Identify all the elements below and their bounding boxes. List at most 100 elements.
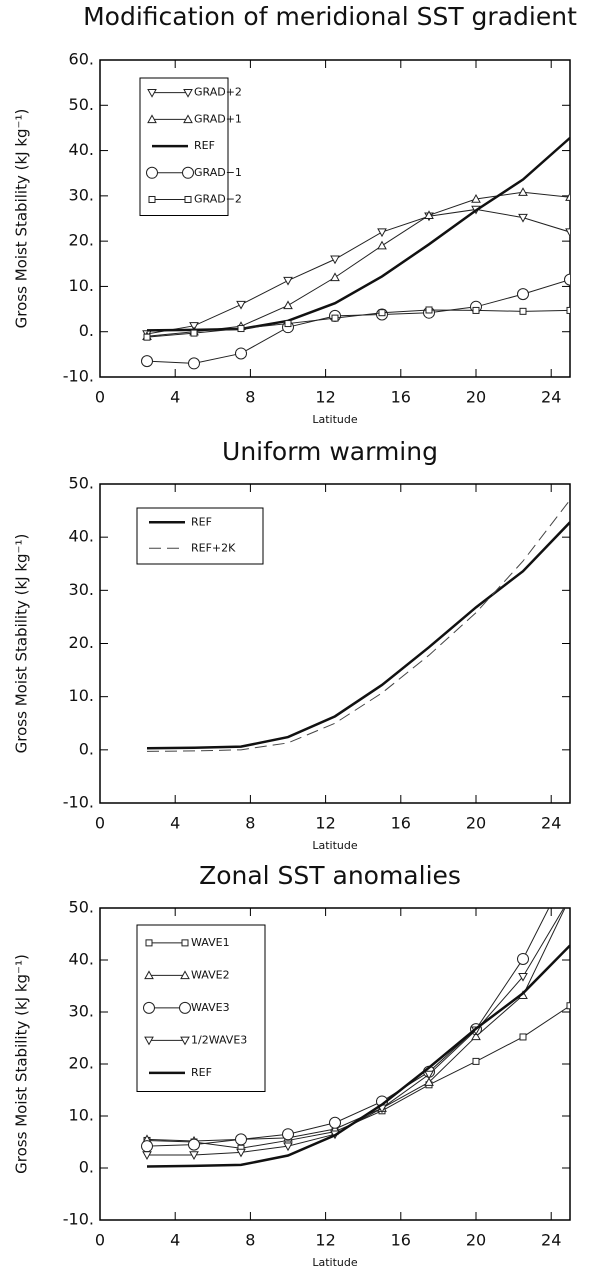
x-tick-label: 4: [170, 388, 180, 407]
legend-marker: [183, 88, 193, 98]
legend-marker: [179, 1001, 191, 1014]
x-tick-label: 12: [315, 814, 335, 833]
x-axis-label: Latitude: [312, 1256, 358, 1269]
y-tick-label: 30.: [69, 580, 94, 599]
marker: [143, 333, 151, 341]
x-tick-label: 24: [541, 814, 561, 833]
y-tick-label: -10.: [63, 1210, 94, 1229]
marker: [235, 1133, 247, 1146]
legend-marker: [181, 939, 189, 947]
marker: [330, 272, 340, 282]
marker: [377, 228, 387, 238]
legend-label: REF: [191, 515, 212, 528]
x-axis-label: Latitude: [312, 413, 358, 426]
marker: [518, 187, 528, 196]
marker: [566, 894, 574, 901]
series-line: [146, 499, 570, 752]
legend-label: REF: [194, 139, 215, 152]
series-line: [146, 309, 570, 338]
marker: [284, 320, 292, 328]
marker: [424, 1070, 434, 1080]
legend-marker: [182, 166, 194, 179]
x-tick-label: 8: [245, 388, 255, 407]
plot-area: [141, 136, 570, 370]
y-tick-label: 0.: [79, 739, 94, 758]
y-tick-label: 0.: [79, 321, 94, 340]
y-tick-label: 10.: [69, 276, 94, 295]
series-line: [146, 944, 570, 1168]
marker: [472, 306, 480, 314]
marker: [471, 193, 481, 203]
y-tick-label: 40.: [69, 527, 94, 546]
marker: [377, 240, 387, 250]
legend-marker: [143, 1001, 155, 1014]
marker: [141, 1140, 153, 1153]
marker: [518, 972, 528, 982]
legend-label: WAVE3: [191, 1001, 230, 1014]
legend-label: WAVE1: [191, 936, 230, 949]
marker: [471, 1031, 481, 1041]
x-tick-label: 16: [391, 1231, 411, 1250]
marker: [142, 1151, 152, 1161]
x-tick-label: 0: [95, 1231, 105, 1250]
marker: [424, 1077, 434, 1086]
series-line: [146, 521, 570, 750]
x-tick-label: 24: [541, 388, 561, 407]
y-tick-label: -10.: [63, 367, 94, 386]
legend-marker: [183, 114, 193, 124]
marker: [282, 1128, 294, 1141]
y-tick-label: 10.: [69, 1106, 94, 1125]
legend-marker: [146, 166, 158, 179]
plot-frame: [99, 483, 571, 804]
legend-marker: [144, 1036, 154, 1046]
marker: [425, 306, 433, 314]
plot-area: [141, 861, 576, 1168]
marker: [517, 952, 529, 965]
legend-box: [136, 507, 264, 565]
x-tick-label: 0: [95, 814, 105, 833]
marker: [519, 307, 527, 315]
y-tick-label: -10.: [63, 793, 94, 812]
legend-marker: [180, 970, 190, 980]
x-tick-label: 8: [245, 1231, 255, 1250]
x-tick-label: 0: [95, 388, 105, 407]
y-tick-label: 20.: [69, 231, 94, 250]
marker: [188, 357, 200, 370]
x-tick-label: 4: [170, 1231, 180, 1250]
plot-frame: [99, 59, 571, 378]
y-axis-label: Gross Moist Stability (kJ kg⁻¹): [13, 534, 31, 754]
marker: [141, 355, 153, 368]
marker: [237, 325, 245, 333]
marker: [565, 861, 576, 872]
y-tick-label: 50.: [69, 95, 94, 114]
plot-frame: [99, 907, 571, 1221]
chart-title: Zonal SST anomalies: [199, 861, 461, 890]
marker: [518, 213, 528, 223]
legend-marker: [180, 1036, 190, 1046]
legend-marker: [184, 195, 192, 203]
marker: [283, 1142, 293, 1152]
marker: [564, 273, 570, 286]
marker: [566, 894, 574, 901]
y-tick-label: 40.: [69, 950, 94, 969]
series-line: [146, 208, 570, 335]
marker: [566, 1002, 570, 1010]
x-tick-label: 12: [315, 388, 335, 407]
marker: [236, 300, 246, 310]
marker: [519, 1033, 527, 1041]
marker: [190, 329, 198, 337]
x-tick-label: 20: [466, 388, 486, 407]
legend-marker: [144, 970, 154, 980]
legend-marker: [147, 88, 157, 98]
x-axis-label: Latitude: [312, 839, 358, 852]
series-line: [146, 279, 570, 364]
x-tick-label: 24: [541, 1231, 561, 1250]
x-tick-label: 20: [466, 814, 486, 833]
legend-label: GRAD+2: [194, 86, 242, 99]
marker: [283, 300, 293, 310]
marker: [189, 322, 199, 331]
chart-title: Uniform warming: [222, 437, 438, 466]
marker: [188, 1138, 200, 1151]
y-tick-label: 40.: [69, 140, 94, 159]
